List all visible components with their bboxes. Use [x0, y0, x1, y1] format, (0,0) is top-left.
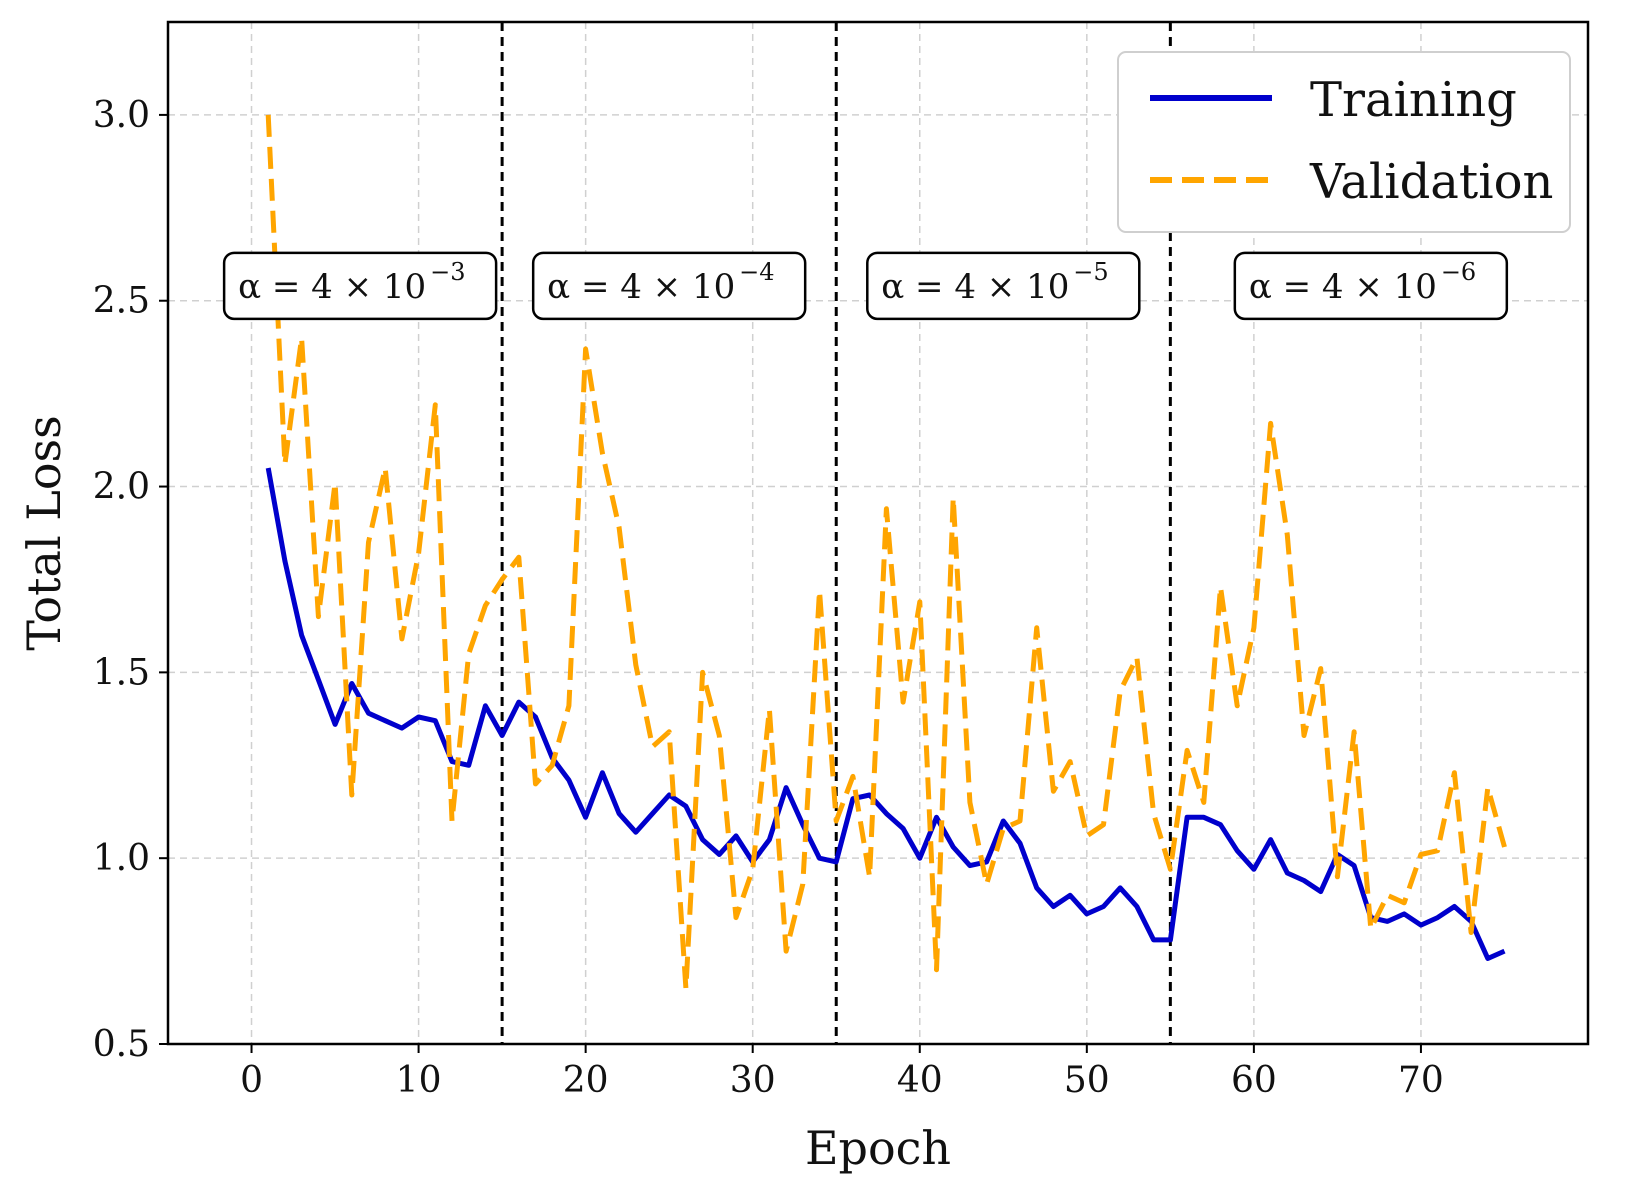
y-tick-label: 1.0	[93, 838, 150, 879]
legend-training-label: Training	[1310, 72, 1517, 128]
y-tick-label: 2.0	[93, 467, 150, 508]
y-tick-label: 1.5	[93, 652, 150, 693]
y-axis-label: Total Loss	[17, 415, 71, 651]
x-tick-label: 70	[1398, 1060, 1444, 1101]
phase-annotation-label: α = 4 × 10	[547, 267, 735, 307]
phase-boundaries	[500, 22, 1172, 1044]
phase-annotation-box	[222, 251, 498, 321]
x-tick-label: 60	[1231, 1060, 1277, 1101]
x-tick-label: 0	[240, 1060, 263, 1101]
phase-annotation-exponent: −3	[430, 258, 465, 286]
phase-annotations: α = 4 × 10 −3 α = 4 × 10 −4 α = 4 × 10 −5 α = …	[222, 251, 1509, 321]
phase-annotation: α = 4 × 10 −3	[222, 251, 498, 321]
axis-ticks: 0 10 20 30 40 50 60 70 0.5 1.0 1.5 2.0 2.5 3.0	[93, 95, 1444, 1101]
y-tick-label: 2.5	[93, 281, 150, 322]
phase-annotation-label: α = 4 × 10	[881, 267, 1069, 307]
phase-annotation: α = 4 × 10 −4	[531, 251, 807, 321]
y-tick-label: 3.0	[93, 95, 150, 136]
x-tick-label: 50	[1064, 1060, 1110, 1101]
y-tick-label: 0.5	[93, 1024, 150, 1065]
phase-annotation-label: α = 4 × 10	[238, 267, 426, 307]
validation-series-line	[265, 114, 1507, 991]
training-series-line	[265, 467, 1506, 961]
phase-annotation-box	[866, 251, 1141, 321]
phase-annotation-exponent: −6	[1441, 258, 1476, 286]
phase-annotation-box	[1233, 251, 1509, 321]
x-tick-label: 20	[563, 1060, 609, 1101]
legend: Training Validation	[1117, 51, 1571, 233]
x-tick-label: 40	[897, 1060, 943, 1101]
phase-annotation: α = 4 × 10 −5	[866, 251, 1141, 321]
x-tick-label: 10	[396, 1060, 442, 1101]
phase-annotation-exponent: −5	[1073, 258, 1108, 286]
phase-annotation-box	[531, 251, 807, 321]
legend-validation-label: Validation	[1309, 154, 1553, 210]
phase-annotation-label: α = 4 × 10	[1249, 267, 1437, 307]
x-axis-label: Epoch	[805, 1121, 951, 1175]
x-tick-label: 30	[730, 1060, 776, 1101]
series-lines	[265, 114, 1507, 991]
phase-annotation-exponent: −4	[739, 258, 774, 286]
phase-annotation: α = 4 × 10 −6	[1233, 251, 1509, 321]
plot-frame	[166, 20, 1590, 1046]
